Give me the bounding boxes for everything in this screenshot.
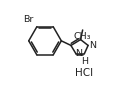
Text: N: N (90, 41, 97, 49)
Text: H: H (81, 57, 88, 66)
Text: Br: Br (23, 15, 34, 24)
Text: CH₃: CH₃ (74, 32, 91, 41)
Text: HCl: HCl (75, 68, 93, 78)
Text: N: N (75, 49, 82, 58)
